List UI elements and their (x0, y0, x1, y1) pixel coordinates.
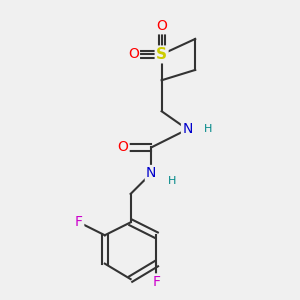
Text: H: H (168, 176, 176, 186)
Text: N: N (146, 166, 157, 180)
Text: H: H (204, 124, 212, 134)
Text: O: O (128, 47, 139, 61)
Text: N: N (182, 122, 193, 136)
Text: S: S (156, 47, 167, 62)
Text: O: O (117, 140, 128, 154)
Text: F: F (152, 275, 160, 289)
Text: O: O (156, 19, 167, 33)
Text: F: F (75, 215, 83, 229)
